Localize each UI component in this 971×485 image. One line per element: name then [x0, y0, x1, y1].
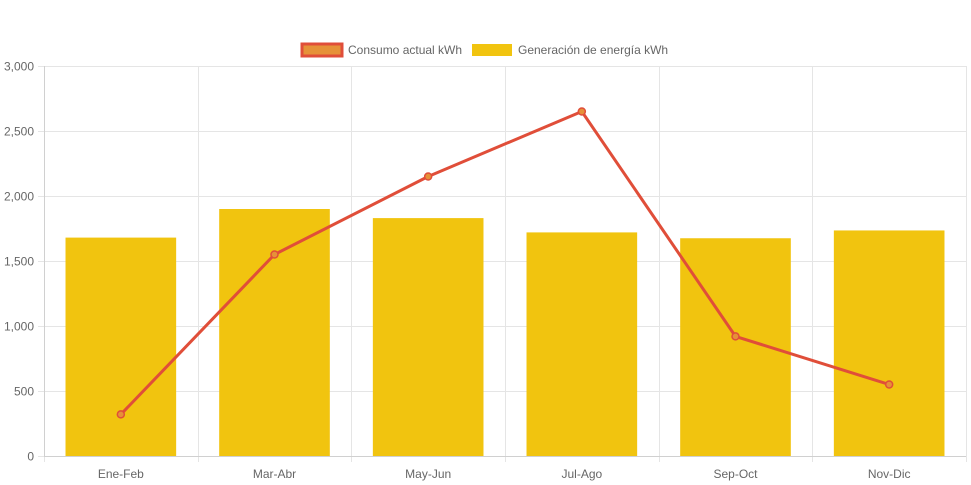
axes: 0 500 1,000 1,500 2,000 2,500 3,000 Ene-Feb Mar-…	[4, 60, 966, 481]
point-consumo[interactable]	[270, 250, 279, 259]
y-tick-label: 2,000	[4, 190, 34, 204]
bar-generacion[interactable]	[65, 237, 177, 456]
legend-swatch-consumo	[300, 42, 344, 58]
grid-lines	[38, 66, 967, 462]
x-tick-label: May-Jun	[405, 467, 451, 481]
y-tick-label: 500	[14, 385, 34, 399]
x-tick-label: Mar-Abr	[253, 467, 296, 481]
point-consumo[interactable]	[731, 332, 740, 341]
legend-swatch-generacion	[472, 44, 512, 56]
legend[interactable]: Consumo actual kWh Generación de energía…	[300, 42, 668, 58]
point-consumo[interactable]	[116, 410, 126, 419]
legend-label-generacion: Generación de energía kWh	[518, 43, 668, 57]
x-tick-label: Jul-Ago	[561, 467, 602, 481]
point-consumo[interactable]	[423, 172, 433, 181]
bar-generacion[interactable]	[372, 218, 484, 456]
bar-generacion[interactable]	[219, 209, 330, 456]
line-series	[116, 107, 894, 419]
x-tick-label: Sep-Oct	[713, 467, 758, 481]
legend-item-consumo[interactable]: Consumo actual kWh	[300, 42, 462, 58]
legend-item-generacion[interactable]: Generación de energía kWh	[472, 43, 668, 57]
y-tick-label: 2,500	[4, 125, 34, 139]
x-tick-label: Ene-Feb	[98, 467, 144, 481]
legend-label-consumo: Consumo actual kWh	[348, 43, 462, 57]
bar-generacion[interactable]	[526, 232, 638, 456]
y-tick-label: 1,000	[4, 320, 34, 334]
y-tick-label: 3,000	[4, 60, 34, 74]
point-consumo[interactable]	[884, 380, 894, 389]
bar-series	[65, 209, 945, 456]
bar-generacion[interactable]	[833, 230, 945, 456]
x-tick-label: Nov-Dic	[868, 467, 911, 481]
y-tick-label: 0	[27, 450, 34, 464]
line-consumo	[119, 110, 890, 416]
point-consumo[interactable]	[577, 107, 587, 116]
y-tick-label: 1,500	[4, 255, 34, 269]
